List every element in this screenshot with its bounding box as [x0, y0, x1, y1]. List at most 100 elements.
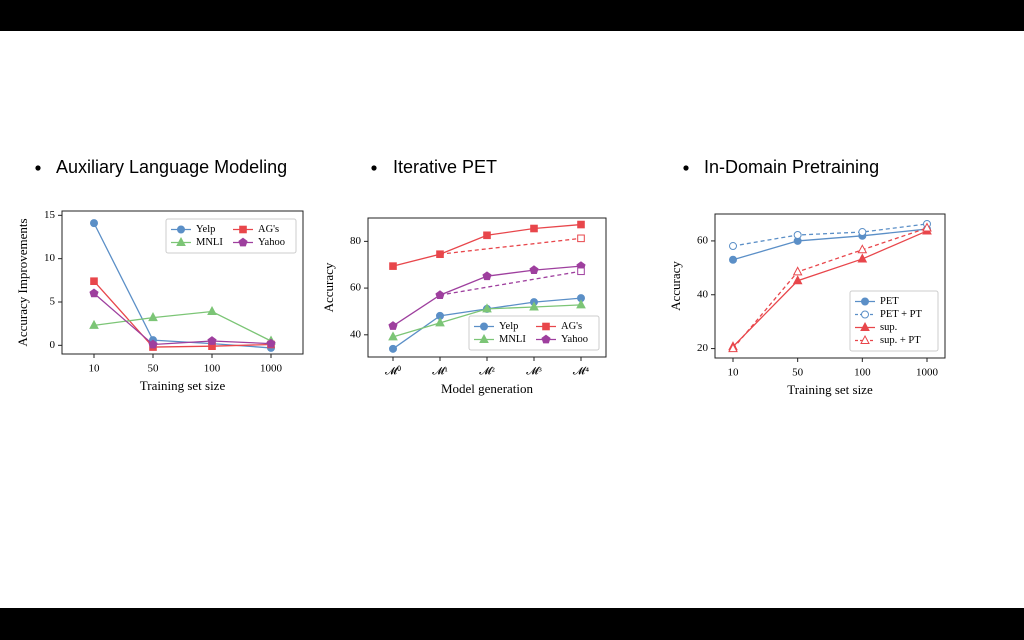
marker: [480, 322, 488, 331]
plot-frame: [714, 213, 946, 359]
y-axis-label: Accuracy Improvements: [15, 218, 30, 346]
marker: [482, 303, 492, 313]
x-tick-label: 𝓜²: [479, 366, 495, 378]
marker: [857, 244, 868, 254]
marker: [861, 297, 869, 306]
legend-label: MNLI: [196, 237, 223, 248]
x-axis-label: Training set size: [140, 378, 226, 393]
x-axis-label: Training set size: [787, 382, 873, 397]
series-line: [93, 292, 272, 346]
y-tick-label: 0: [50, 339, 56, 351]
marker: [148, 339, 158, 349]
series-line: [93, 280, 272, 348]
marker: [577, 267, 585, 276]
legend-label: MNLI: [499, 334, 526, 345]
marker: [90, 277, 98, 285]
marker: [922, 222, 932, 232]
marker: [728, 343, 738, 353]
legend-label: sup. + PT: [880, 335, 921, 346]
y-axis-label: Accuracy: [321, 262, 336, 312]
legend-label: AG's: [258, 224, 279, 235]
series-line: [732, 230, 928, 348]
series-line: [732, 228, 928, 261]
marker: [482, 271, 492, 281]
marker: [388, 321, 398, 330]
y-tick-label: 5: [50, 296, 56, 308]
x-tick-label: 10: [89, 363, 101, 375]
marker: [576, 299, 586, 309]
marker: [479, 333, 489, 343]
marker: [792, 275, 803, 285]
series-line: [439, 270, 582, 296]
y-tick-label: 60: [350, 282, 362, 294]
x-tick-label: 𝓜⁴: [573, 366, 589, 378]
x-tick-label: 𝓜⁰: [385, 365, 401, 378]
y-tick-label: 60: [697, 234, 709, 246]
x-tick-label: 50: [792, 367, 804, 379]
legend-label: Yelp: [499, 321, 518, 332]
marker: [435, 317, 445, 327]
x-tick-label: 1000: [916, 367, 939, 379]
marker: [239, 225, 247, 234]
series-line: [732, 223, 928, 247]
marker: [860, 334, 870, 344]
marker: [577, 234, 585, 243]
marker: [177, 225, 185, 234]
bullet: [371, 165, 377, 171]
marker: [483, 231, 491, 240]
marker: [530, 224, 538, 233]
legend-label: Yahoo: [258, 237, 285, 248]
marker: [389, 262, 397, 270]
legend-label: sup.: [880, 322, 897, 333]
bullet: [683, 165, 689, 171]
marker: [861, 310, 869, 319]
marker: [792, 266, 803, 276]
legend-label: PET + PT: [880, 309, 922, 320]
series-line: [732, 227, 928, 349]
x-tick-label: 50: [148, 363, 160, 375]
legend-label: AG's: [561, 321, 582, 332]
marker: [148, 312, 158, 322]
legend-label: Yelp: [196, 224, 215, 235]
legend-box: [468, 315, 600, 351]
marker: [207, 305, 217, 316]
marker: [90, 219, 98, 228]
x-tick-label: 10: [728, 367, 740, 379]
marker: [207, 336, 217, 345]
marker: [89, 288, 99, 298]
y-tick-label: 15: [44, 209, 56, 221]
x-tick-label: 1000: [260, 363, 283, 375]
marker: [858, 228, 867, 237]
x-tick-label: 𝓜¹: [432, 366, 448, 378]
y-tick-label: 20: [697, 342, 709, 354]
marker: [388, 331, 398, 341]
marker: [89, 319, 99, 329]
y-tick-label: 40: [350, 328, 362, 340]
marker: [529, 265, 539, 274]
x-tick-label: 100: [204, 363, 221, 375]
bullet: [35, 165, 41, 171]
heading: Iterative PET: [393, 157, 497, 177]
series-line: [439, 237, 582, 255]
marker: [857, 253, 868, 263]
legend-label: PET: [880, 296, 899, 307]
marker: [266, 338, 276, 348]
marker: [577, 220, 585, 229]
y-tick-label: 10: [44, 252, 56, 264]
marker: [389, 344, 397, 353]
plot-frame: [61, 210, 304, 355]
marker: [860, 321, 870, 331]
legend-box: [849, 290, 939, 352]
legend-label: Yahoo: [561, 334, 588, 345]
heading: Auxiliary Language Modeling: [56, 157, 287, 177]
marker: [541, 334, 551, 344]
marker: [238, 237, 248, 247]
marker: [793, 230, 802, 239]
marker: [176, 236, 186, 246]
y-tick-label: 40: [697, 288, 709, 300]
x-axis-label: Model generation: [441, 381, 534, 396]
legend-box: [165, 218, 297, 254]
marker: [542, 322, 550, 331]
